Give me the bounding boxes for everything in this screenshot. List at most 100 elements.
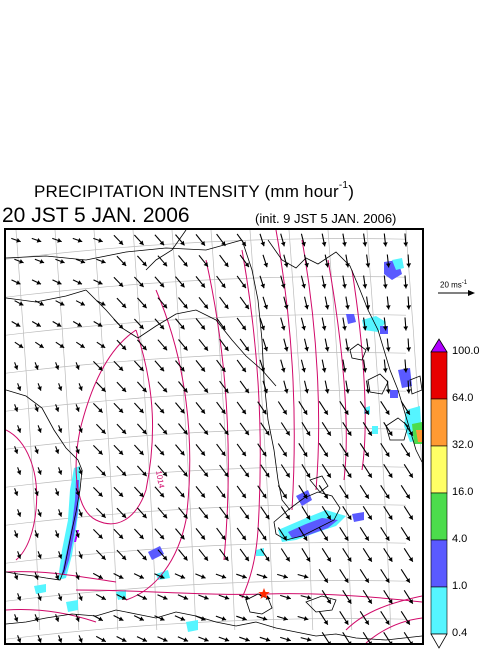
wind-arrow <box>342 506 352 520</box>
wind-arrow-head <box>78 596 83 601</box>
wind-arrow <box>277 615 288 621</box>
wind-arrow <box>301 422 311 436</box>
wind-arrow-head <box>54 449 60 454</box>
wind-arrow <box>362 422 373 436</box>
wind-arrow-head <box>241 409 246 415</box>
wind-arrow-head <box>362 326 368 331</box>
wind-arrow <box>303 338 309 352</box>
wind-arrow <box>198 464 209 478</box>
wind-arrow-head <box>162 387 168 393</box>
wind-arrow <box>16 425 22 433</box>
wind-arrow-head <box>139 324 144 329</box>
wind-arrow <box>403 233 409 247</box>
wind-arrow-head <box>203 556 208 561</box>
wind-arrow <box>400 569 411 583</box>
wind-arrow-head <box>364 536 369 541</box>
wind-arrow-head <box>388 431 393 436</box>
wind-arrow <box>406 296 412 310</box>
wind-arrow-head <box>244 556 249 562</box>
wind-arrow-head <box>260 367 265 373</box>
wind-arrow <box>195 528 206 540</box>
wind-arrow-head <box>80 259 86 264</box>
wind-arrow-head <box>118 616 124 621</box>
wind-arrow-head <box>224 346 229 351</box>
wind-arrow-head <box>54 407 60 412</box>
wind-arrow-head <box>282 451 287 457</box>
wind-arrow <box>154 276 165 288</box>
wind-arrow-head <box>183 555 188 561</box>
wind-arrow-head <box>78 512 83 517</box>
wind-arrow <box>57 425 63 433</box>
lat-lon-grid <box>6 230 422 640</box>
wind-arrow-head <box>342 284 347 289</box>
wind-arrow-head <box>344 578 349 583</box>
wind-arrow <box>236 443 247 457</box>
meridian-line <box>54 230 80 631</box>
wind-arrow-head <box>54 617 60 622</box>
wind-arrow <box>239 254 250 268</box>
wind-arrow-head <box>39 301 44 306</box>
wind-arrow-head <box>321 325 327 331</box>
coastlines <box>6 230 422 641</box>
wind-arrow-head <box>221 535 226 540</box>
wind-arrow <box>93 487 103 497</box>
coastline <box>6 609 422 641</box>
wind-arrow <box>324 296 330 310</box>
wind-arrow-head <box>306 557 311 562</box>
wind-arrow-head <box>280 241 286 247</box>
wind-arrow <box>277 401 288 415</box>
wind-arrow-head <box>101 513 106 518</box>
wind-arrow <box>198 636 209 642</box>
wind-arrow-head <box>367 599 372 604</box>
wind-arrow <box>359 443 370 457</box>
wind-arrow <box>262 380 268 394</box>
wind-arrow <box>383 590 393 604</box>
coastline <box>241 239 291 511</box>
wind-arrow-head <box>303 452 308 457</box>
wind-arrow <box>400 527 411 541</box>
wind-arrow <box>34 404 39 412</box>
wind-arrow <box>72 237 83 243</box>
wind-arrow <box>37 383 42 391</box>
isobar-line <box>125 289 191 601</box>
wind-arrow-head <box>285 430 290 436</box>
wind-arrow-head <box>101 595 106 600</box>
wind-arrow <box>300 317 306 331</box>
wind-arrow <box>300 275 306 289</box>
wind-arrow-head <box>263 262 268 268</box>
wind-arrow-head <box>304 388 309 394</box>
wind-arrow-head <box>201 574 206 579</box>
wind-arrow-head <box>200 241 205 246</box>
wind-arrow-head <box>142 429 147 435</box>
wind-arrow-head <box>385 536 390 541</box>
wind-arrow <box>154 402 165 414</box>
wind-arrow-head <box>201 616 206 621</box>
wind-arrow-head <box>16 512 22 517</box>
wind-arrow-head <box>75 491 80 496</box>
wind-arrow-head <box>326 557 331 562</box>
colorbar-segment <box>430 539 448 588</box>
wind-arrow-head <box>98 450 103 455</box>
wind-arrow <box>136 507 148 519</box>
wind-arrow <box>262 338 268 352</box>
wind-arrow <box>257 485 267 499</box>
coastline <box>409 375 422 395</box>
wind-arrow-head <box>13 491 19 496</box>
wind-arrow-head <box>224 472 229 477</box>
wind-arrow <box>362 632 372 643</box>
wind-arrow-head <box>16 554 22 559</box>
wind-arrow <box>13 572 19 580</box>
wind-arrow-head <box>78 428 83 433</box>
wind-arrow-head <box>162 471 168 477</box>
wind-arrow <box>178 255 188 267</box>
wind-arrow-head <box>200 493 205 498</box>
parallel-line <box>6 314 407 336</box>
wind-arrow-head <box>37 554 42 559</box>
wind-arrow-head <box>285 514 290 520</box>
wind-arrow <box>239 380 250 394</box>
wind-arrow <box>362 464 373 478</box>
wind-arrow <box>34 446 39 454</box>
wind-arrow <box>116 381 127 393</box>
wind-arrow-head <box>364 620 369 625</box>
wind-arrow <box>78 467 83 475</box>
